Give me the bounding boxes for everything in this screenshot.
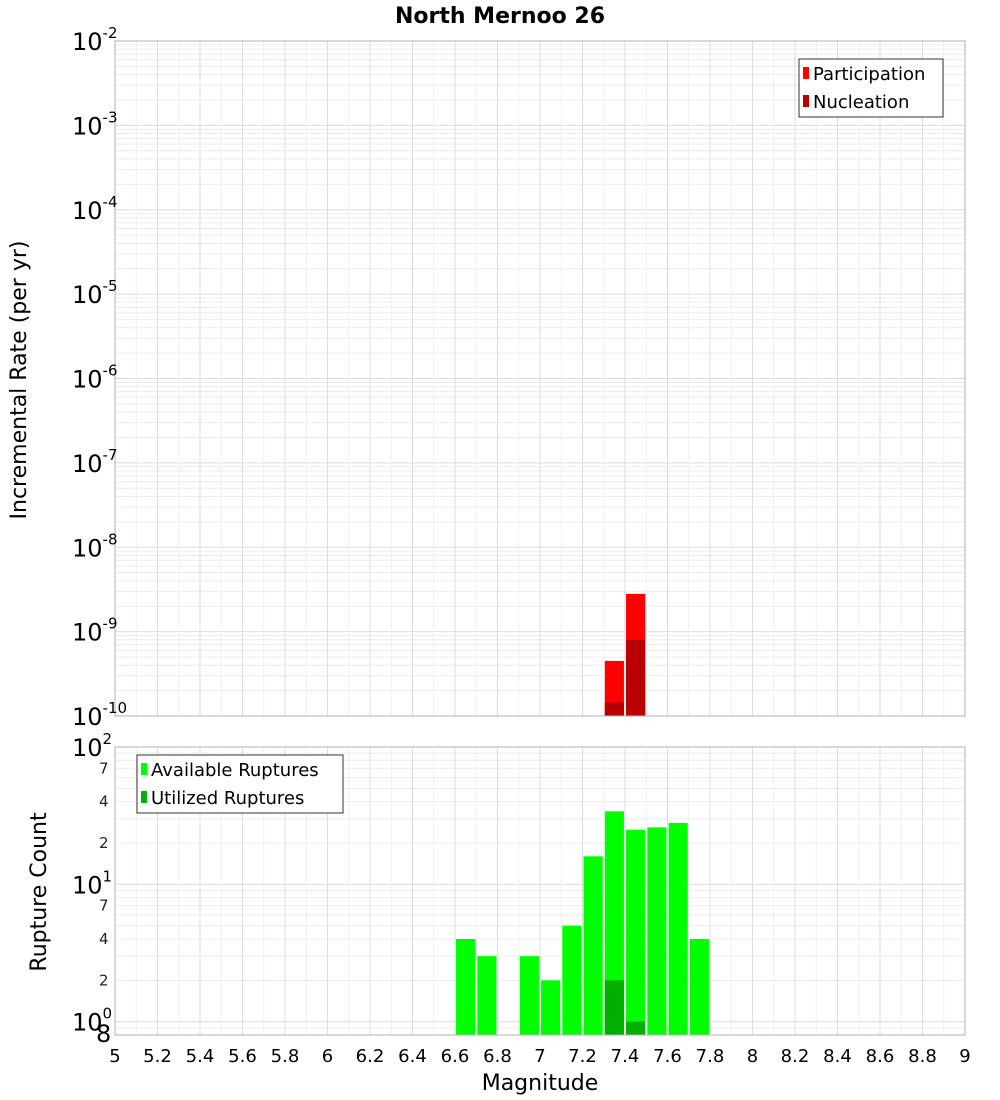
legend-swatch <box>141 791 147 803</box>
x-tick-label: 8 <box>747 1046 758 1067</box>
bar-nucleation <box>604 702 624 716</box>
x-tick-label: 7.2 <box>568 1046 597 1067</box>
y-tick-label: 10-3 <box>72 108 118 140</box>
legend-box <box>136 754 344 814</box>
y-tick-label: 10-8 <box>72 530 118 562</box>
x-tick-label: 8.8 <box>908 1046 937 1067</box>
y-tick-label: 10-6 <box>72 362 118 394</box>
x-tick-label: 7.8 <box>696 1046 725 1067</box>
legend-label: Available Ruptures <box>151 760 319 781</box>
bottom-count-panel: 100 101 102 8 2 4 7 2 4 7 5 5.2 5.4 5.6 5.8 6 6.2 6.4 6.6 6… <box>72 730 971 1067</box>
series-available-ruptures <box>456 811 709 1035</box>
y-tick-label: 10-10 <box>72 699 127 731</box>
x-tick-label: 7.6 <box>653 1046 682 1067</box>
y-tick-labels: 10-10 10-9 10-8 10-7 10-6 10-5 10-4 10-3 10-2 <box>72 24 127 731</box>
x-tick-label: 5.8 <box>271 1046 300 1067</box>
bar-available-ruptures <box>604 811 624 1035</box>
series-utilized-ruptures <box>604 980 646 1035</box>
y-minor-label: 7 <box>99 897 109 915</box>
bar-utilized-ruptures <box>604 980 624 1035</box>
bar-participation <box>604 660 624 716</box>
x-tick-label: 5.4 <box>186 1046 215 1067</box>
x-tick-label: 5.2 <box>143 1046 172 1067</box>
legend-label: Utilized Ruptures <box>151 788 304 809</box>
x-tick-label: 5.6 <box>228 1046 257 1067</box>
chart-title: North Mernoo 26 <box>395 4 605 29</box>
bar-nucleation <box>626 639 646 716</box>
x-tick-label: 6.6 <box>441 1046 470 1067</box>
plot-border <box>114 746 966 1036</box>
y-tick-labels: 100 101 102 <box>72 730 112 1037</box>
x-tick-label: 7 <box>534 1046 545 1067</box>
x-tick-label: 6.2 <box>356 1046 385 1067</box>
y-tick-label: 101 <box>72 867 112 899</box>
x-tick-label: 8.6 <box>866 1046 895 1067</box>
y-tick-label: 10-4 <box>72 193 118 225</box>
bar-available-ruptures <box>689 939 709 1035</box>
top-y-axis-label: Incremental Rate (per yr) <box>7 241 32 520</box>
legend: Participation Nucleation <box>798 58 944 118</box>
y-tick-label: 100 <box>72 1005 112 1037</box>
bar-available-ruptures <box>626 829 646 1035</box>
y-tick-label: 10-9 <box>72 615 118 647</box>
bar-available-ruptures <box>519 956 539 1035</box>
y-minor-labels: 8 2 4 7 2 4 7 <box>96 759 111 1048</box>
x-tick-label: 6.4 <box>398 1046 427 1067</box>
x-tick-label: 6.8 <box>483 1046 512 1067</box>
bar-available-ruptures <box>647 827 667 1035</box>
x-tick-label: 5 <box>109 1046 120 1067</box>
y-tick-label: 10-5 <box>72 277 118 309</box>
bar-available-ruptures <box>477 956 497 1035</box>
legend-swatch <box>141 763 147 775</box>
x-tick-label: 7.4 <box>611 1046 640 1067</box>
bar-available-ruptures <box>562 925 582 1035</box>
bottom-y-axis-label: Rupture Count <box>27 812 52 972</box>
x-tick-label: 6 <box>322 1046 333 1067</box>
x-tick-label: 9 <box>959 1046 970 1067</box>
y-minor-label: 8 <box>96 1020 111 1048</box>
y-minor-label: 4 <box>99 793 109 811</box>
y-minor-label: 2 <box>99 971 109 989</box>
legend-label: Nucleation <box>813 92 909 113</box>
bar-available-ruptures <box>456 939 476 1035</box>
legend-swatch <box>803 67 809 79</box>
y-tick-label: 10-2 <box>72 24 118 56</box>
vertical-grid <box>114 41 966 716</box>
legend-swatch <box>803 95 809 107</box>
x-tick-label: 8.2 <box>781 1046 810 1067</box>
legend-label: Participation <box>813 64 925 85</box>
legend: Available Ruptures Utilized Ruptures <box>136 754 344 814</box>
legend-box <box>798 58 944 118</box>
bar-available-ruptures <box>541 980 561 1035</box>
top-rate-panel: 10-10 10-9 10-8 10-7 10-6 10-5 10-4 10-3 10-2 Par… <box>72 24 966 731</box>
bar-utilized-ruptures <box>626 1021 646 1035</box>
x-tick-label: 8.4 <box>823 1046 852 1067</box>
bar-available-ruptures <box>668 822 688 1035</box>
x-axis-label: Magnitude <box>482 1071 599 1096</box>
y-minor-label: 2 <box>99 834 109 852</box>
y-tick-label: 102 <box>72 730 112 762</box>
x-tick-labels: 5 5.2 5.4 5.6 5.8 6 6.2 6.4 6.6 6.8 7 7.2 7.4 7.6 7.8 8… <box>109 1046 970 1067</box>
plot-border <box>114 40 966 717</box>
y-minor-label: 7 <box>99 759 109 777</box>
bar-available-ruptures <box>583 856 603 1035</box>
y-minor-label: 4 <box>99 930 109 948</box>
y-tick-label: 10-7 <box>72 446 118 478</box>
series-nucleation <box>604 639 646 716</box>
